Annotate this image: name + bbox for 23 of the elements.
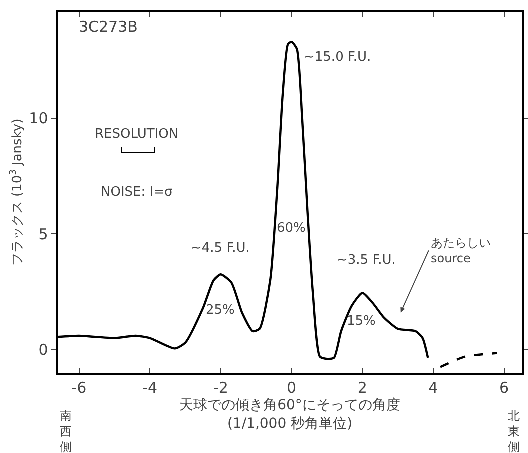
- text: 3C273B: [79, 18, 138, 36]
- y-tick-label: 5: [38, 225, 48, 244]
- x-tick-label: -4: [142, 378, 158, 397]
- text: 南西側: [60, 409, 72, 453]
- annotation: ~15.0 F.U.: [304, 50, 372, 65]
- text: 北東側: [508, 409, 520, 453]
- annotation: ~4.5 F.U.: [191, 241, 250, 256]
- x-tick-label: 0: [286, 378, 297, 397]
- x-tick-label: -6: [72, 378, 87, 397]
- x-tick-label: 2: [358, 378, 368, 397]
- x-tick-label: -2: [213, 378, 228, 397]
- annotation: RESOLUTION: [95, 127, 179, 142]
- annotation: NOISE: I=σ: [101, 185, 173, 200]
- x-axis-title: 天球での傾き角60°にそっての角度 (1/1,000 秒角単位): [180, 398, 400, 432]
- annotation: 25%: [206, 303, 235, 318]
- annotation: 15%: [347, 314, 376, 329]
- annotation: あたらしい source: [431, 236, 491, 266]
- x-tick-label: 4: [428, 378, 438, 397]
- annotation: 60%: [277, 221, 306, 236]
- x-tick-label: 6: [500, 378, 510, 397]
- annotation: ~3.5 F.U.: [337, 253, 396, 268]
- y-tick-label: 0: [38, 341, 48, 360]
- y-tick-label: 10: [29, 110, 48, 128]
